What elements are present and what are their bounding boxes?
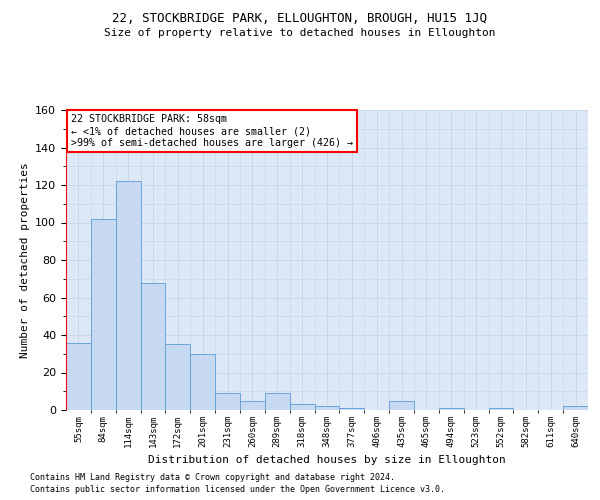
Bar [190, 354, 215, 410]
Bar [265, 393, 290, 410]
Bar [215, 393, 240, 410]
Text: Contains HM Land Registry data © Crown copyright and database right 2024.: Contains HM Land Registry data © Crown c… [30, 474, 395, 482]
Bar [389, 400, 414, 410]
Bar [488, 408, 514, 410]
Y-axis label: Number of detached properties: Number of detached properties [20, 162, 29, 358]
Bar [166, 344, 190, 410]
Text: Size of property relative to detached houses in Elloughton: Size of property relative to detached ho… [104, 28, 496, 38]
Bar [140, 282, 166, 410]
Bar [439, 408, 464, 410]
Bar [91, 219, 116, 410]
Bar [314, 406, 340, 410]
Bar [66, 342, 91, 410]
Text: 22 STOCKBRIDGE PARK: 58sqm
← <1% of detached houses are smaller (2)
>99% of semi: 22 STOCKBRIDGE PARK: 58sqm ← <1% of deta… [71, 114, 353, 148]
Bar [563, 406, 588, 410]
Bar [290, 404, 314, 410]
Text: Contains public sector information licensed under the Open Government Licence v3: Contains public sector information licen… [30, 485, 445, 494]
X-axis label: Distribution of detached houses by size in Elloughton: Distribution of detached houses by size … [148, 456, 506, 466]
Bar [116, 181, 140, 410]
Bar [240, 400, 265, 410]
Text: 22, STOCKBRIDGE PARK, ELLOUGHTON, BROUGH, HU15 1JQ: 22, STOCKBRIDGE PARK, ELLOUGHTON, BROUGH… [113, 12, 487, 26]
Bar [340, 408, 364, 410]
